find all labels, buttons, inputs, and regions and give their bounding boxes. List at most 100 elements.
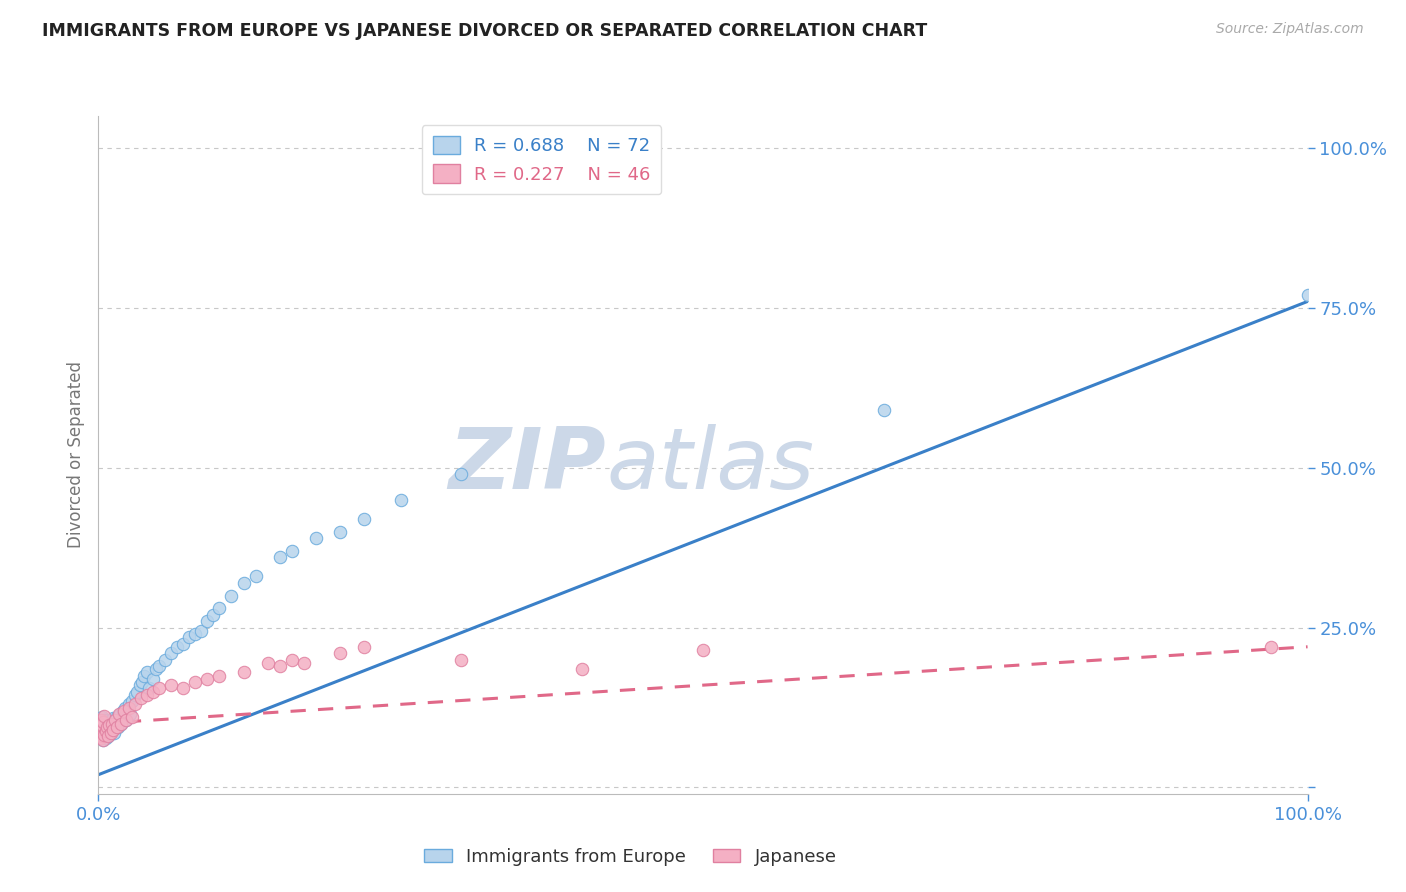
Point (110, 716, 132, 731)
Point (91, 716, 114, 731)
Point (89, 716, 111, 731)
Point (202, 607, 225, 622)
Point (115, 714, 138, 728)
Point (138, 681, 160, 696)
Point (124, 698, 146, 712)
Point (269, 550, 291, 565)
Point (93, 714, 115, 728)
Point (177, 630, 201, 644)
Point (108, 706, 131, 721)
Point (195, 614, 218, 628)
Point (96, 718, 118, 732)
Point (190, 624, 212, 638)
Point (90, 714, 112, 728)
Point (873, 403, 896, 417)
Point (148, 681, 170, 696)
Point (121, 694, 143, 708)
Point (98, 728, 121, 742)
Point (142, 684, 165, 698)
Point (112, 704, 135, 718)
Point (305, 531, 328, 545)
Point (245, 569, 267, 583)
Point (94, 724, 117, 739)
Point (89, 720, 111, 734)
Point (103, 726, 125, 740)
Point (104, 714, 127, 728)
Point (153, 652, 176, 666)
Point (104, 716, 127, 731)
Text: atlas: atlas (606, 424, 814, 507)
Point (93, 724, 115, 739)
Point (135, 688, 157, 702)
Point (292, 656, 315, 670)
Point (208, 668, 231, 682)
Point (90, 731, 112, 745)
Point (121, 710, 143, 724)
Point (105, 720, 128, 734)
Point (450, 467, 472, 482)
Point (105, 710, 128, 724)
Point (571, 662, 593, 676)
Point (232, 575, 254, 590)
Point (131, 675, 153, 690)
Point (96, 726, 118, 740)
Point (353, 512, 375, 526)
Point (98, 718, 121, 732)
Point (114, 700, 136, 714)
Point (118, 698, 141, 712)
Point (90, 714, 112, 728)
Legend: Immigrants from Europe, Japanese: Immigrants from Europe, Japanese (418, 840, 844, 873)
Point (110, 716, 132, 731)
Point (91, 718, 114, 732)
Point (94, 731, 117, 745)
Point (96, 720, 118, 734)
Point (90, 720, 112, 734)
Point (101, 723, 124, 737)
Point (91, 732, 114, 747)
Point (112, 710, 135, 724)
Point (91, 710, 114, 724)
Point (100, 723, 122, 737)
Point (692, 643, 714, 657)
Point (221, 589, 243, 603)
Point (93, 728, 115, 742)
Point (93, 720, 115, 734)
Point (100, 726, 122, 740)
Point (195, 672, 218, 686)
Point (100, 716, 122, 731)
Point (89, 726, 111, 740)
Point (172, 681, 194, 696)
Point (100, 715, 122, 730)
Point (1296, 288, 1319, 302)
Point (166, 640, 188, 654)
Point (101, 720, 124, 734)
Point (281, 544, 304, 558)
Point (91, 722, 114, 736)
Point (101, 711, 124, 725)
Point (1260, 640, 1282, 654)
Point (145, 662, 167, 676)
Point (135, 665, 157, 680)
Point (184, 675, 207, 690)
Point (97, 729, 120, 743)
Point (111, 704, 134, 718)
Point (329, 524, 352, 539)
Point (184, 627, 207, 641)
Point (108, 714, 131, 728)
Point (160, 646, 183, 660)
Point (97, 729, 120, 743)
Point (208, 601, 231, 615)
Point (94, 722, 117, 736)
Text: Source: ZipAtlas.com: Source: ZipAtlas.com (1216, 22, 1364, 37)
Point (93, 709, 115, 723)
Point (256, 656, 278, 670)
Point (118, 700, 141, 714)
Point (450, 652, 472, 666)
Point (389, 492, 412, 507)
Point (100, 724, 122, 739)
Point (91, 732, 114, 747)
Point (91, 729, 114, 743)
Point (353, 640, 375, 654)
Point (142, 672, 165, 686)
Point (128, 678, 150, 692)
